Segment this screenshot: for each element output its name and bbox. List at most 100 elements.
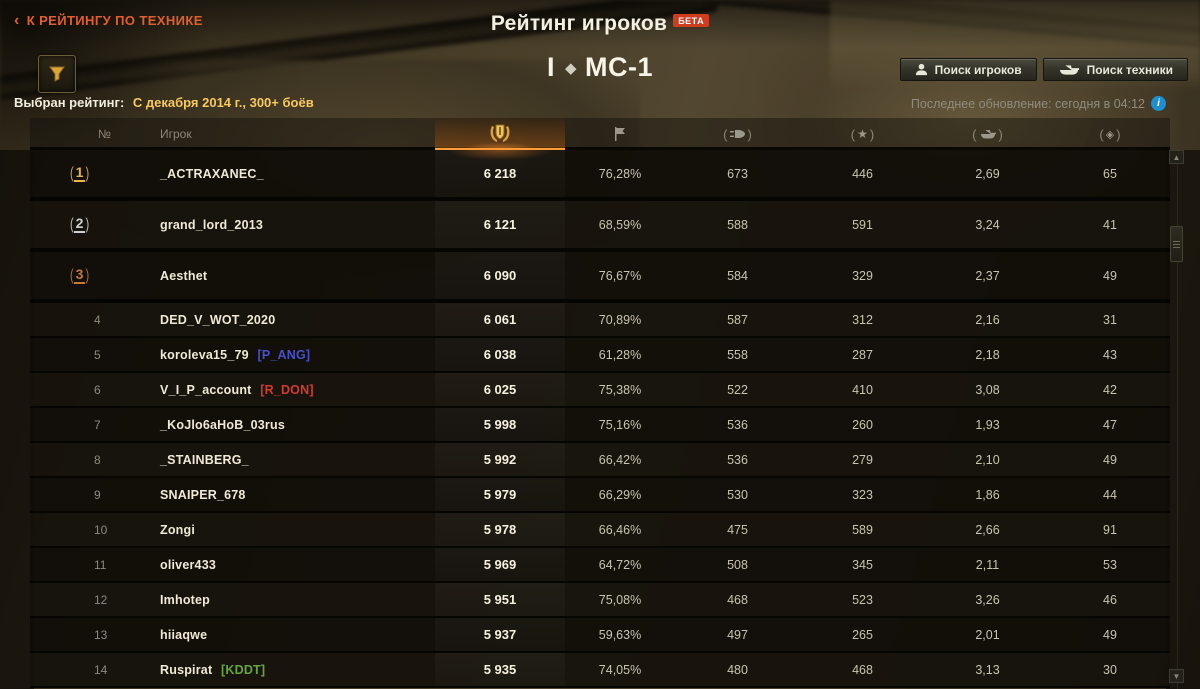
avg-damage-cell: 530 — [727, 487, 748, 502]
avg-xp-cell: 589 — [852, 522, 873, 537]
player-name: SNAIPER_678 — [160, 487, 246, 502]
rank-cell: (2) — [30, 216, 150, 233]
winrate-cell: 75,08% — [598, 592, 642, 607]
last-update-line: Последнее обновление: сегодня в 04:12 i — [911, 96, 1166, 111]
rank-medal-icon: (2) — [70, 215, 90, 233]
scrollbar-track[interactable] — [1176, 150, 1178, 689]
winrate-cell: 66,46% — [598, 522, 642, 537]
scroll-down-button[interactable]: ▼ — [1169, 669, 1184, 683]
avg-damage-cell: 475 — [727, 522, 748, 537]
column-header-rating[interactable] — [435, 118, 565, 150]
frags-cell: 1,86 — [975, 487, 1000, 502]
column-header-player[interactable]: Игрок — [160, 127, 192, 141]
frags-cell: 2,37 — [975, 268, 1000, 283]
search-players-button[interactable]: Поиск игроков — [899, 58, 1037, 81]
avg-damage-cell: 587 — [727, 312, 748, 327]
search-vehicles-button[interactable]: Поиск техники — [1042, 58, 1188, 81]
tank-destroyed-icon: ( ) — [972, 126, 1003, 142]
avg-xp-cell: 446 — [852, 166, 873, 181]
vehicle-tier: I — [546, 52, 555, 82]
table-row[interactable]: 6 V_I_P_account [R_DON] 6 025 75,38% 522… — [30, 373, 1170, 408]
back-to-vehicle-rating-link[interactable]: ‹ К РЕЙТИНГУ ПО ТЕХНИКЕ — [14, 12, 203, 29]
rank-cell: 8 — [94, 452, 101, 467]
winrate-cell: 68,59% — [598, 217, 642, 232]
rating-cell: 5 992 — [435, 443, 565, 476]
info-icon[interactable]: i — [1151, 96, 1166, 111]
avg-damage-cell: 588 — [727, 217, 748, 232]
player-name: _KoJlo6aHoB_03rus — [160, 417, 285, 432]
avg-xp-cell: 279 — [852, 452, 873, 467]
player-cell: V_I_P_account [R_DON] — [150, 383, 435, 397]
beta-badge: БЕТА — [673, 14, 710, 27]
table-row[interactable]: (3) Aesthet 6 090 76,67% 584 329 2,37 49 — [30, 252, 1170, 303]
search-vehicles-label: Поиск техники — [1086, 62, 1173, 77]
column-header-winrate[interactable] — [565, 118, 675, 150]
column-header-scout[interactable]: (◈) — [1050, 118, 1170, 150]
scout-cell: 43 — [1103, 347, 1117, 362]
avg-damage-cell: 508 — [727, 557, 748, 572]
scout-cell: 49 — [1103, 627, 1117, 642]
avg-xp-cell: 265 — [852, 627, 873, 642]
search-players-label: Поиск игроков — [934, 62, 1022, 77]
player-name: koroleva15_79 — [160, 347, 249, 362]
winrate-cell: 75,38% — [598, 382, 642, 397]
player-cell: DED_V_WOT_2020 — [150, 313, 435, 327]
table-row[interactable]: 11 oliver433 5 969 64,72% 508 345 2,11 5… — [30, 548, 1170, 583]
last-update-text: Последнее обновление: сегодня в 04:12 — [910, 96, 1145, 111]
rank-medal-icon: (3) — [70, 266, 90, 284]
back-chevron-icon: ‹ — [14, 12, 20, 29]
avg-damage-cell: 536 — [727, 452, 748, 467]
avg-damage-cell: 673 — [727, 166, 748, 181]
frags-cell: 3,08 — [975, 382, 1000, 397]
rank-cell: 12 — [94, 592, 108, 607]
column-header-frags[interactable]: ( ) — [925, 118, 1050, 150]
column-header-rank[interactable]: № — [98, 127, 111, 141]
table-row[interactable]: 9 SNAIPER_678 5 979 66,29% 530 323 1,86 … — [30, 478, 1170, 513]
rating-cell: 6 121 — [435, 201, 565, 248]
player-icon — [915, 63, 927, 76]
rating-cell: 6 038 — [435, 338, 565, 371]
avg-xp-cell: 260 — [852, 417, 873, 432]
search-buttons: Поиск игроков Поиск техники — [899, 58, 1188, 81]
column-header-avg-xp[interactable]: (★) — [800, 118, 925, 150]
player-cell: _ACTRAXANEC_ — [150, 167, 435, 181]
frags-cell: 3,26 — [975, 592, 1000, 607]
avg-damage-cell: 584 — [727, 268, 748, 283]
table-row[interactable]: 4 DED_V_WOT_2020 6 061 70,89% 587 312 2,… — [30, 303, 1170, 338]
table-row[interactable]: 5 koroleva15_79 [P_ANG] 6 038 61,28% 558… — [30, 338, 1170, 373]
winrate-cell: 59,63% — [598, 627, 642, 642]
table-row[interactable]: 8 _STAINBERG_ 5 992 66,42% 536 279 2,10 … — [30, 443, 1170, 478]
vehicle-name: МС-1 — [585, 52, 654, 82]
rank-cell: 7 — [94, 417, 101, 432]
player-cell: SNAIPER_678 — [150, 488, 435, 502]
scrollbar-thumb[interactable] — [1170, 226, 1183, 262]
rating-cell: 5 937 — [435, 618, 565, 651]
table-row[interactable]: 12 Imhotep 5 951 75,08% 468 523 3,26 46 — [30, 583, 1170, 618]
table-row[interactable]: 7 _KoJlo6aHoB_03rus 5 998 75,16% 536 260… — [30, 408, 1170, 443]
clan-tag: [R_DON] — [260, 382, 314, 397]
table-row[interactable]: 14 Ruspirat [KDDT] 5 935 74,05% 480 468 … — [30, 653, 1170, 688]
left-shade — [0, 150, 34, 689]
scout-cell: 65 — [1103, 166, 1117, 181]
player-cell: Imhotep — [150, 593, 435, 607]
winrate-cell: 75,16% — [598, 417, 642, 432]
table-body: (1) _ACTRAXANEC_ 6 218 76,28% 673 446 2,… — [30, 150, 1170, 688]
avg-damage-cell: 480 — [727, 662, 748, 677]
winrate-cell: 76,67% — [598, 268, 642, 283]
column-header-avg-damage[interactable]: ( ) — [675, 118, 800, 150]
table-row[interactable]: 13 hiiaqwe 5 937 59,63% 497 265 2,01 49 — [30, 618, 1170, 653]
player-name: Imhotep — [160, 592, 211, 607]
rating-medal-icon — [490, 124, 510, 142]
filter-button[interactable] — [38, 55, 76, 93]
player-name: hiiaqwe — [160, 627, 208, 642]
frags-cell: 2,66 — [975, 522, 1000, 537]
scout-cell: 53 — [1103, 557, 1117, 572]
rank-cell: 5 — [94, 347, 101, 362]
table-row[interactable]: (1) _ACTRAXANEC_ 6 218 76,28% 673 446 2,… — [30, 150, 1170, 201]
rank-medal-icon: (1) — [70, 164, 90, 182]
table-row[interactable]: 10 Zongi 5 978 66,46% 475 589 2,66 91 — [30, 513, 1170, 548]
top-shade — [0, 0, 1200, 48]
scout-cell: 47 — [1103, 417, 1117, 432]
table-row[interactable]: (2) grand_lord_2013 6 121 68,59% 588 591… — [30, 201, 1170, 252]
scroll-up-button[interactable]: ▲ — [1169, 150, 1184, 164]
